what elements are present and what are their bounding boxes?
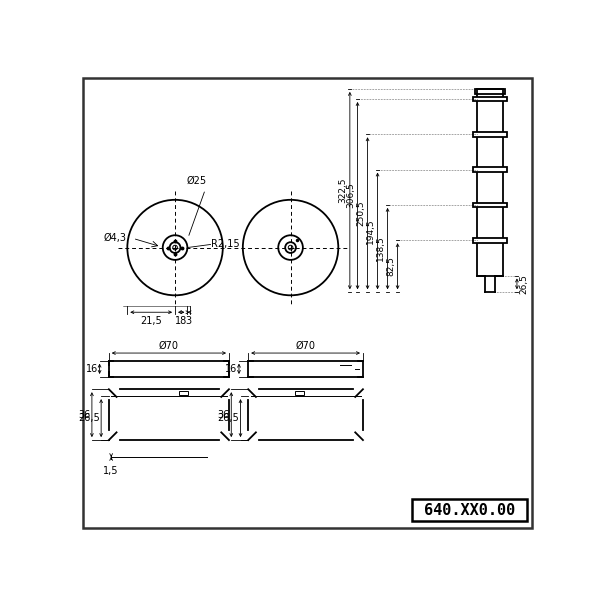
Text: 3: 3 <box>185 316 191 326</box>
Text: 21,5: 21,5 <box>140 316 162 326</box>
Bar <box>412 499 527 521</box>
Text: 26,5: 26,5 <box>519 274 528 294</box>
Text: 16: 16 <box>225 364 238 374</box>
Bar <box>295 391 304 395</box>
Text: 36: 36 <box>78 410 91 419</box>
Bar <box>473 97 507 101</box>
Bar <box>475 89 505 94</box>
Text: R2,15: R2,15 <box>211 239 240 250</box>
Text: 138,5: 138,5 <box>376 236 385 262</box>
Bar <box>179 391 188 395</box>
Bar <box>109 389 229 440</box>
Text: 1,5: 1,5 <box>103 466 119 476</box>
Text: 36: 36 <box>217 410 230 419</box>
Text: 82,5: 82,5 <box>386 256 395 276</box>
Text: 26,5: 26,5 <box>78 413 100 423</box>
Text: 322,5: 322,5 <box>338 178 347 203</box>
Bar <box>473 167 507 172</box>
Text: 250,5: 250,5 <box>356 200 365 226</box>
Bar <box>248 389 363 440</box>
Bar <box>109 361 229 377</box>
Bar <box>473 238 507 242</box>
Text: 640.XX0.00: 640.XX0.00 <box>424 503 515 518</box>
Text: Ø70: Ø70 <box>296 341 316 351</box>
Text: 16: 16 <box>86 364 98 374</box>
Bar <box>473 203 507 207</box>
Bar <box>473 132 507 137</box>
Text: 194,5: 194,5 <box>366 218 375 244</box>
Bar <box>477 89 503 275</box>
Text: 18: 18 <box>175 316 187 326</box>
Text: Ø25: Ø25 <box>187 176 206 186</box>
Text: 26,5: 26,5 <box>217 413 239 423</box>
Text: Ø70: Ø70 <box>159 341 179 351</box>
Bar <box>248 361 363 377</box>
Text: 306,5: 306,5 <box>346 183 355 208</box>
Text: Ø4,3: Ø4,3 <box>104 233 127 244</box>
